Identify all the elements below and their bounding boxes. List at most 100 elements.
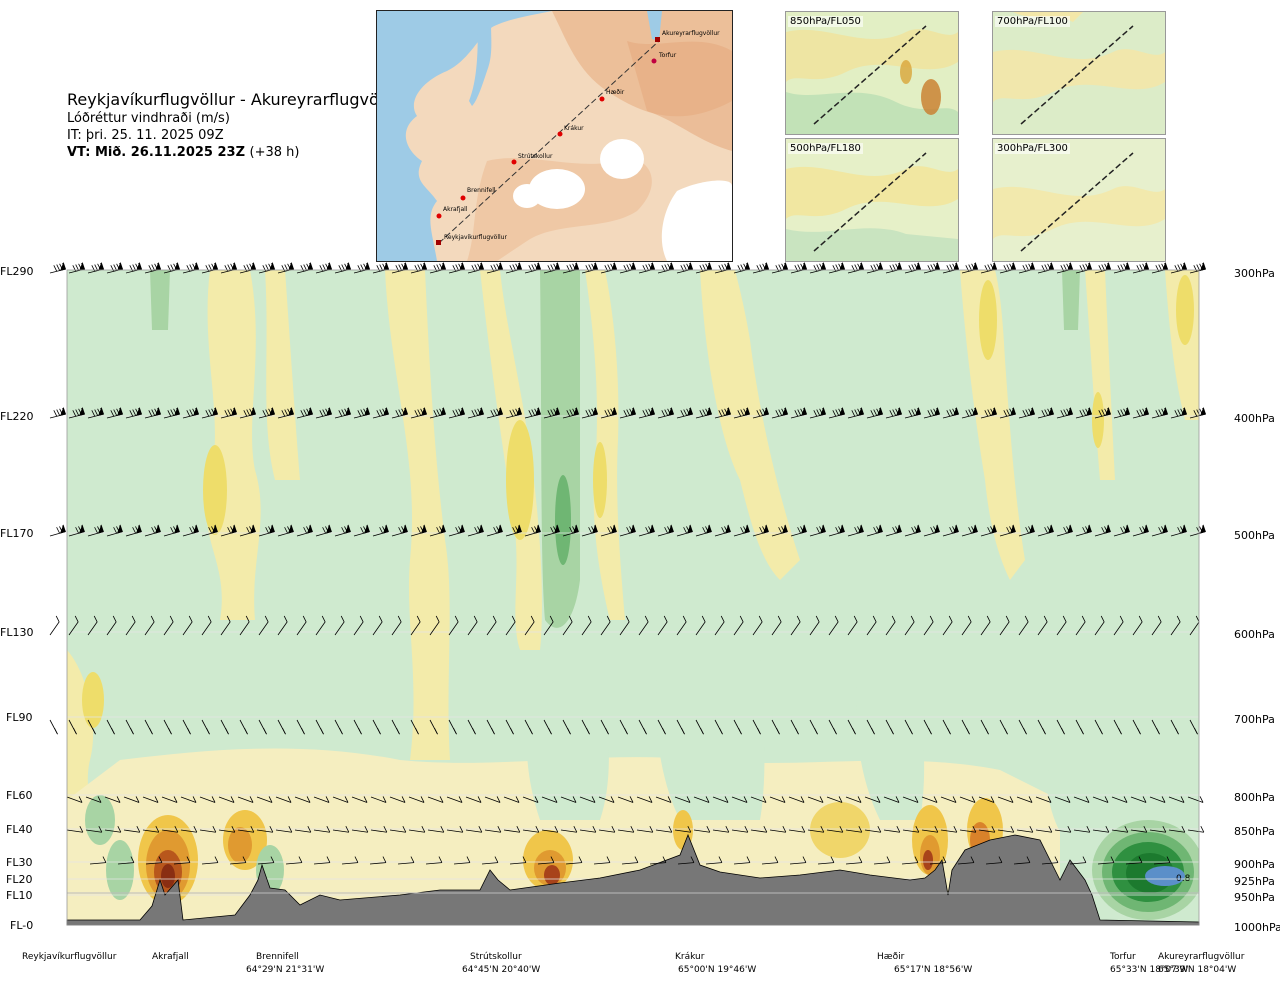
wind-barb bbox=[1018, 406, 1036, 419]
wind-barb bbox=[448, 406, 466, 419]
wind-barb bbox=[1041, 856, 1059, 865]
wind-barb bbox=[942, 719, 951, 735]
wind-barb bbox=[866, 406, 884, 419]
wind-barb bbox=[638, 615, 649, 636]
wind-barb bbox=[845, 826, 863, 833]
wind-barb bbox=[239, 524, 256, 537]
wind-barb bbox=[1187, 796, 1204, 803]
wind-barb bbox=[565, 856, 583, 865]
wind-barb bbox=[1013, 856, 1031, 865]
inset-300hpa[interactable]: 300hPa/FL300 bbox=[992, 138, 1166, 262]
plot-frame bbox=[66, 269, 1200, 926]
wind-barb bbox=[448, 719, 457, 735]
wind-barb bbox=[256, 796, 273, 803]
wind-barb bbox=[560, 796, 577, 803]
wind-barb bbox=[921, 826, 939, 833]
wind-barb bbox=[341, 856, 359, 865]
wind-barb bbox=[220, 615, 231, 636]
wind-barb bbox=[161, 796, 178, 803]
wind-barb bbox=[904, 524, 921, 537]
wind-barb bbox=[1168, 796, 1185, 803]
wind-barb bbox=[1075, 615, 1086, 636]
wind-barb bbox=[1130, 826, 1148, 833]
wind-barb bbox=[676, 406, 694, 419]
wind-barb bbox=[258, 524, 275, 537]
wind-barb bbox=[1094, 524, 1111, 537]
wind-barb bbox=[617, 796, 634, 803]
inset-500hpa[interactable]: 500hPa/FL180 bbox=[785, 138, 959, 262]
wind-barb bbox=[1153, 856, 1171, 865]
wind-barb bbox=[961, 615, 972, 636]
wind-barb bbox=[1016, 826, 1034, 833]
wind-barb bbox=[712, 796, 729, 803]
wind-barb bbox=[104, 796, 121, 803]
waypoint-coords: 65°33'N 18°07'W bbox=[1110, 965, 1188, 975]
wind-barb bbox=[163, 615, 174, 636]
flight-level-tick: FL-0 bbox=[10, 919, 33, 932]
flight-level-tick: FL130 bbox=[0, 626, 33, 639]
wind-barb bbox=[942, 261, 960, 274]
wind-barb bbox=[1187, 826, 1205, 833]
wind-barb bbox=[182, 615, 193, 636]
wind-barb bbox=[218, 826, 236, 833]
waypoint-label: Torfur bbox=[1109, 952, 1136, 962]
wind-barb bbox=[201, 856, 219, 865]
wind-barb bbox=[761, 856, 779, 865]
wind-barb bbox=[425, 856, 443, 865]
wind-barb bbox=[866, 524, 883, 537]
wind-barb bbox=[636, 826, 654, 833]
wind-barb bbox=[714, 615, 725, 636]
wind-barb bbox=[1073, 796, 1090, 803]
wind-barb bbox=[89, 856, 107, 865]
wind-barb bbox=[1125, 856, 1143, 865]
wind-barb bbox=[752, 615, 763, 636]
map-label-brennifell: Brennifell bbox=[467, 187, 496, 194]
wind-barb bbox=[1168, 826, 1186, 833]
wind-barb bbox=[999, 261, 1017, 274]
wind-barb bbox=[87, 719, 96, 735]
wind-barb bbox=[163, 524, 180, 537]
wind-barb bbox=[505, 719, 514, 735]
wind-barb bbox=[182, 406, 200, 419]
waypoint-coords: 65°00'N 19°46'W bbox=[678, 965, 756, 975]
wind-barb bbox=[389, 796, 406, 803]
wind-barb bbox=[161, 826, 179, 833]
wind-barb bbox=[68, 406, 86, 419]
wind-barb bbox=[789, 856, 807, 865]
pressure-axis: 300hPa 400hPa 500hPa 600hPa 700hPa 800hPa 850h… bbox=[1234, 267, 1280, 934]
wind-barb bbox=[923, 524, 940, 537]
wind-barb bbox=[391, 719, 400, 735]
wind-barb bbox=[733, 261, 751, 274]
wind-barb bbox=[752, 524, 769, 537]
wind-barb bbox=[410, 615, 421, 636]
wind-barb bbox=[600, 406, 618, 419]
wind-barb bbox=[826, 796, 843, 803]
wind-barb bbox=[410, 719, 419, 735]
wind-barb bbox=[486, 524, 503, 537]
wind-barb bbox=[68, 615, 79, 636]
map-label-haedir: Hæðir bbox=[606, 89, 625, 96]
wind-barb bbox=[1189, 524, 1206, 537]
glacier-vatnajokull bbox=[661, 180, 732, 261]
wind-barb bbox=[537, 856, 555, 865]
wind-barb bbox=[543, 615, 554, 636]
wind-barb bbox=[313, 796, 330, 803]
wind-barb bbox=[828, 406, 846, 419]
wind-barb bbox=[581, 615, 592, 636]
pressure-tick: 400hPa bbox=[1234, 412, 1275, 425]
wind-barb bbox=[980, 615, 991, 636]
wind-barb bbox=[106, 615, 117, 636]
wind-barb bbox=[275, 796, 292, 803]
wind-barb bbox=[600, 719, 609, 735]
inset-850hpa[interactable]: 850hPa/FL050 bbox=[785, 11, 959, 135]
inset-700hpa[interactable]: 700hPa/FL100 bbox=[992, 11, 1166, 135]
wind-barb bbox=[484, 796, 501, 803]
wind-barb bbox=[957, 856, 975, 865]
wind-barb bbox=[809, 524, 826, 537]
wind-barb bbox=[790, 524, 807, 537]
wind-barb bbox=[731, 826, 749, 833]
cross-section-chart: 0.8 FL290 FL220 FL170 FL130 FL90 FL60 FL40 FL30… bbox=[0, 260, 1280, 981]
wind-barb bbox=[145, 856, 163, 865]
wind-barb bbox=[942, 615, 953, 636]
wind-barb bbox=[391, 524, 408, 537]
